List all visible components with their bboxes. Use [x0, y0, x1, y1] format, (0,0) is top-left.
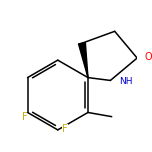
Polygon shape — [78, 43, 88, 78]
Text: O: O — [145, 52, 152, 62]
Text: F: F — [22, 112, 27, 122]
Text: F: F — [62, 124, 68, 134]
Text: NH: NH — [119, 77, 132, 86]
